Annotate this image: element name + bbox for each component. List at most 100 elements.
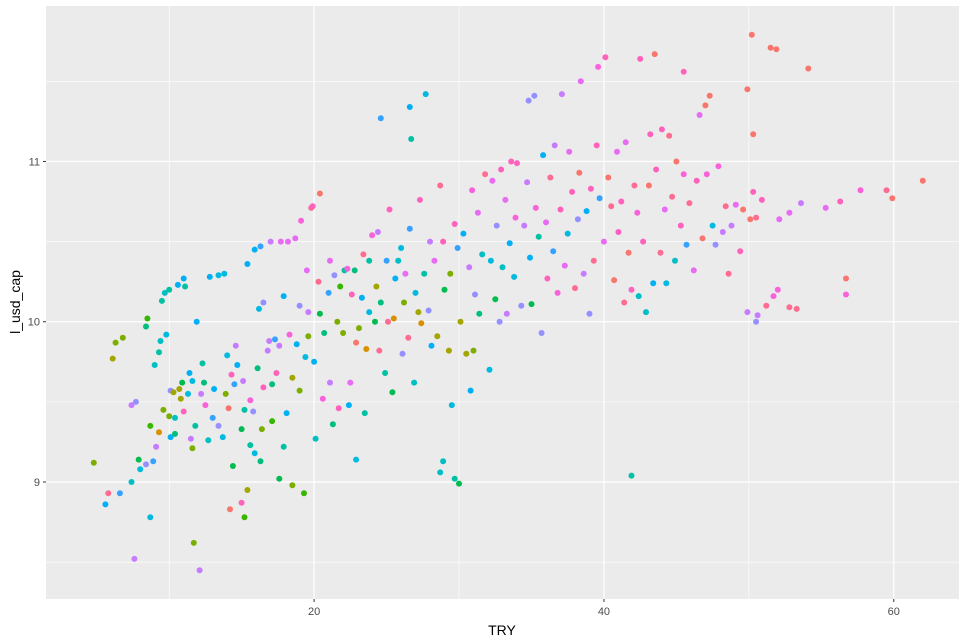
- data-point: [356, 325, 362, 332]
- data-point: [177, 395, 184, 402]
- data-point: [286, 331, 293, 338]
- data-point: [628, 286, 635, 293]
- data-point: [673, 158, 680, 165]
- minor-gridlines: [46, 6, 959, 599]
- data-point: [472, 291, 478, 298]
- data-point: [600, 238, 607, 245]
- data-point: [215, 422, 222, 429]
- data-point: [219, 434, 226, 441]
- data-point: [186, 370, 193, 376]
- data-point: [234, 362, 241, 368]
- data-point: [506, 240, 513, 247]
- data-point: [740, 206, 747, 213]
- data-point: [189, 445, 196, 452]
- data-point: [564, 230, 571, 237]
- data-point: [608, 203, 615, 210]
- data-point: [457, 318, 464, 325]
- data-point: [492, 296, 499, 303]
- data-point: [399, 350, 406, 357]
- y-tick-label: 9: [34, 477, 40, 489]
- data-point: [503, 310, 510, 317]
- data-point: [182, 283, 189, 290]
- data-point: [257, 243, 264, 250]
- data-point: [319, 395, 326, 402]
- data-point: [358, 294, 365, 301]
- data-point: [406, 104, 413, 110]
- data-point: [416, 196, 423, 203]
- data-point: [251, 246, 258, 253]
- data-point: [857, 187, 864, 194]
- data-point: [258, 426, 265, 433]
- data-point: [382, 370, 389, 376]
- data-point: [467, 387, 474, 394]
- data-point: [611, 277, 618, 284]
- data-point: [774, 286, 781, 293]
- data-point: [715, 163, 722, 170]
- data-point: [254, 365, 261, 372]
- data-point: [264, 347, 271, 354]
- data-point: [451, 221, 458, 227]
- data-point: [527, 254, 533, 261]
- data-point: [447, 270, 454, 277]
- data-point: [551, 142, 558, 149]
- data-point: [360, 251, 367, 258]
- data-point: [499, 264, 506, 271]
- data-point: [285, 238, 291, 245]
- data-point: [521, 222, 528, 229]
- data-point: [172, 430, 178, 437]
- data-point: [574, 216, 581, 223]
- data-point: [596, 195, 603, 202]
- data-point: [476, 310, 483, 317]
- data-point: [427, 238, 433, 245]
- data-point: [302, 354, 309, 360]
- data-point: [157, 338, 164, 344]
- data-point: [193, 318, 200, 325]
- data-point: [309, 203, 316, 210]
- data-point: [411, 379, 418, 386]
- data-point: [605, 174, 612, 181]
- data-point: [463, 350, 470, 357]
- data-point: [238, 499, 245, 506]
- data-point: [767, 44, 774, 51]
- data-point: [470, 347, 477, 354]
- data-point: [547, 174, 554, 181]
- y-tick-label: 10: [28, 317, 40, 329]
- data-point: [412, 289, 419, 296]
- data-point: [334, 318, 341, 325]
- data-point: [645, 182, 652, 189]
- data-point: [441, 286, 448, 293]
- data-point: [663, 280, 670, 287]
- data-point: [595, 63, 602, 70]
- data-point: [201, 379, 207, 386]
- data-point: [508, 158, 515, 165]
- data-point: [131, 555, 138, 562]
- data-point: [602, 54, 609, 61]
- data-point: [331, 272, 338, 279]
- x-axis-ticks: 20 40 60: [308, 599, 900, 618]
- data-point: [353, 456, 360, 463]
- y-axis-title: l_usd_cap: [7, 270, 23, 334]
- data-point: [666, 132, 673, 139]
- data-point: [753, 214, 760, 221]
- data-point: [232, 342, 239, 349]
- data-point: [156, 349, 162, 356]
- data-point: [273, 370, 280, 376]
- data-point: [448, 402, 455, 409]
- data-point: [251, 450, 258, 457]
- data-point: [128, 402, 135, 409]
- data-point: [750, 131, 757, 138]
- data-point: [185, 390, 191, 397]
- data-point: [315, 278, 322, 285]
- data-point: [205, 437, 212, 444]
- data-point: [172, 414, 178, 421]
- data-point: [683, 241, 690, 248]
- data-point: [544, 275, 551, 282]
- data-point: [158, 297, 165, 304]
- x-tick-label: 20: [308, 606, 320, 618]
- data-point: [758, 196, 765, 203]
- data-point: [496, 318, 503, 325]
- data-point: [247, 397, 254, 404]
- data-point: [498, 166, 505, 173]
- data-point: [773, 46, 780, 53]
- data-point: [102, 501, 109, 508]
